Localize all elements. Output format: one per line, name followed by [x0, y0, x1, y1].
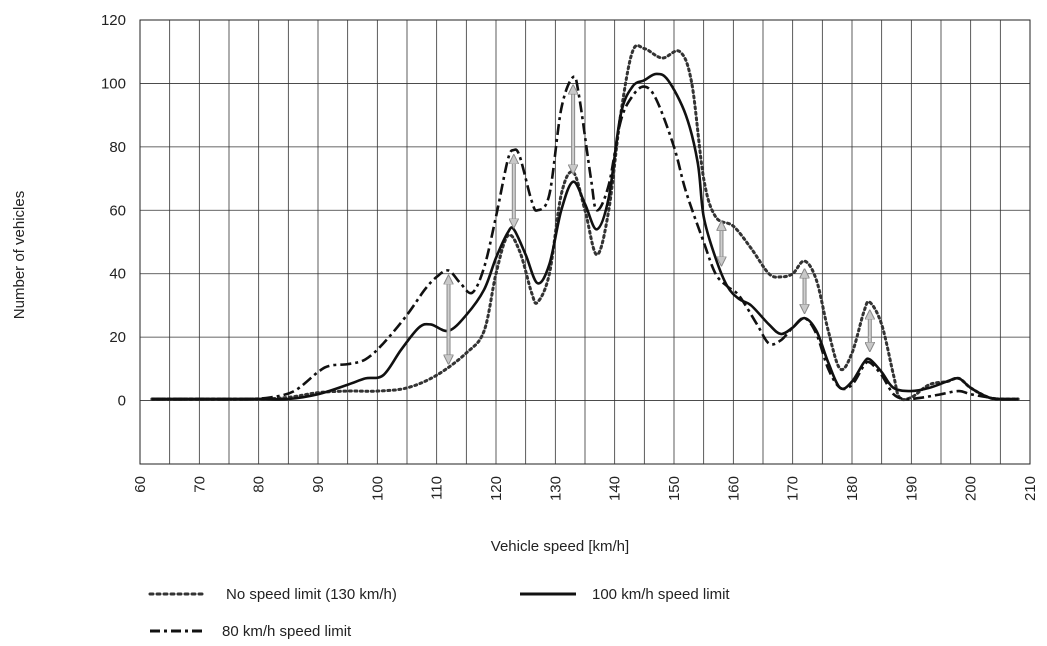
legend-label-80-speed-limit: 80 km/h speed limit: [222, 623, 352, 640]
y-tick-label: 40: [109, 266, 126, 283]
x-tick-label: 100: [369, 476, 386, 501]
x-axis-title: Vehicle speed [km/h]: [491, 538, 629, 555]
series-layer: [150, 44, 1020, 402]
x-tick-label: 60: [132, 476, 149, 493]
series-line-no-speed-limit: [150, 44, 1020, 402]
y-tick-label: 80: [109, 139, 126, 156]
y-axis-title: Number of vehicles: [11, 191, 28, 319]
annotation-layer: [449, 89, 870, 359]
series-line-100-speed-limit: [151, 72, 1019, 401]
grid-lines: [139, 19, 1031, 465]
y-tick-label: 20: [109, 329, 126, 346]
x-tick-label: 190: [903, 476, 920, 501]
y-tick-label: 0: [118, 393, 126, 410]
x-tick-label: 90: [310, 476, 327, 493]
y-tick-label: 100: [101, 75, 126, 92]
legend-label-100-speed-limit: 100 km/h speed limit: [592, 586, 730, 603]
x-tick-label: 170: [785, 476, 802, 501]
x-tick-label: 180: [844, 476, 861, 501]
x-tick-label: 80: [251, 476, 268, 493]
x-tick-label: 120: [488, 476, 505, 501]
x-tick-label: 110: [429, 476, 446, 500]
series-line-80-speed-limit: [151, 75, 1019, 401]
y-tick-label: 60: [109, 202, 126, 219]
legend-item-no-speed-limit: No speed limit (130 km/h): [148, 586, 397, 603]
x-tick-label: 150: [666, 476, 683, 501]
x-tick-label: 160: [725, 476, 742, 501]
legend: No speed limit (130 km/h) 100 km/h speed…: [148, 586, 730, 640]
x-tick-label: 210: [1022, 476, 1039, 501]
legend-label-no-speed-limit: No speed limit (130 km/h): [226, 586, 397, 603]
y-tick-label: 120: [101, 12, 126, 29]
legend-item-100-speed-limit: 100 km/h speed limit: [520, 586, 730, 603]
x-tick-label: 70: [191, 476, 208, 493]
x-tick-label: 140: [607, 476, 624, 501]
x-tick-label: 130: [547, 476, 564, 501]
legend-item-80-speed-limit: 80 km/h speed limit: [150, 623, 352, 640]
tick-labels: 0 20 40 60 80 100 120 60 70 80 90 100 110 120 130 140 15…: [101, 12, 1039, 501]
x-tick-label: 200: [963, 476, 980, 501]
